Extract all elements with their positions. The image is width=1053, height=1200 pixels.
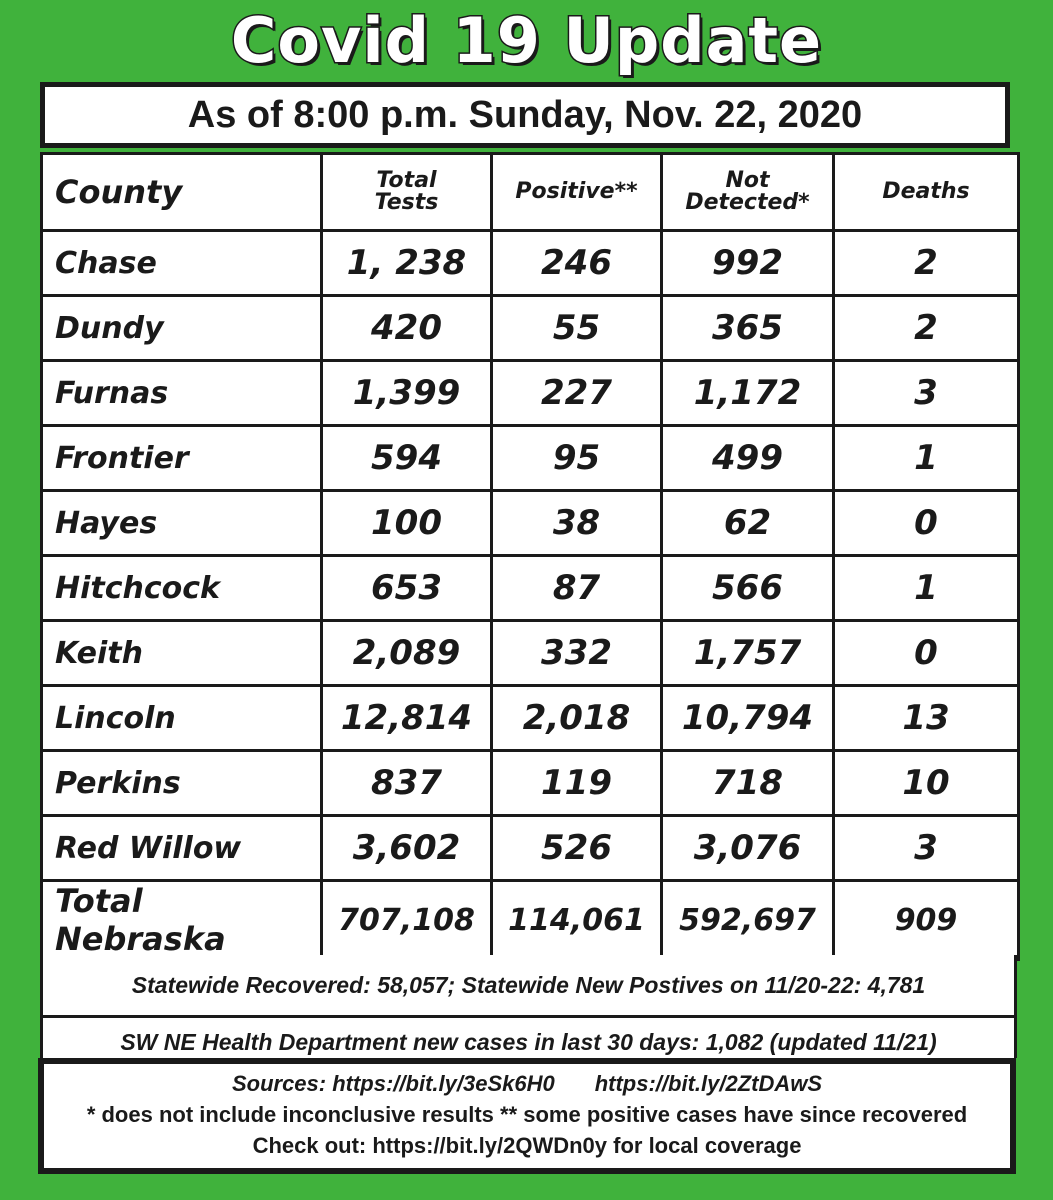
table-row: Perkins 837 119 718 10 [40, 749, 1020, 817]
table-row: Furnas 1,399 227 1,172 3 [40, 359, 1020, 427]
table-row: Hitchcock 653 87 566 1 [40, 554, 1020, 622]
cell-deaths: 2 [832, 229, 1020, 297]
header-line: Detected* [685, 190, 810, 215]
header-total-tests: Total Tests [320, 152, 493, 232]
cell-positive: 55 [490, 294, 663, 362]
cell-positive: 246 [490, 229, 663, 297]
sources-line: Sources: https://bit.ly/3eSk6H0 https://b… [44, 1068, 1010, 1099]
cell-positive: 95 [490, 424, 663, 492]
cell-county: Keith [40, 619, 323, 687]
cell-not-detected: 3,076 [660, 814, 835, 882]
cell-total-tests: 1,399 [320, 359, 493, 427]
cell-county: Hitchcock [40, 554, 323, 622]
cell-not-detected: 992 [660, 229, 835, 297]
header-not-detected: Not Detected* [660, 152, 835, 232]
cell-deaths: 1 [832, 424, 1020, 492]
cell-deaths: 3 [832, 359, 1020, 427]
table-row: Red Willow 3,602 526 3,076 3 [40, 814, 1020, 882]
table-row: Chase 1, 238 246 992 2 [40, 229, 1020, 297]
cell-total-tests: 653 [320, 554, 493, 622]
cell-total-tests: 594 [320, 424, 493, 492]
cell-total-tests: 1, 238 [320, 229, 493, 297]
source-link-2[interactable]: https://bit.ly/2ZtDAwS [594, 1071, 823, 1096]
health-dept-note: SW NE Health Department new cases in las… [40, 1018, 1017, 1058]
source-link-1[interactable]: Sources: https://bit.ly/3eSk6H0 [231, 1071, 555, 1096]
cell-total-tests: 420 [320, 294, 493, 362]
cell-not-detected: 10,794 [660, 684, 835, 752]
as-of-date: As of 8:00 p.m. Sunday, Nov. 22, 2020 [40, 82, 1010, 148]
table-row: Hayes 100 38 62 0 [40, 489, 1020, 557]
cell-total-tests: 12,814 [320, 684, 493, 752]
cell-not-detected: 566 [660, 554, 835, 622]
cell-county: Lincoln [40, 684, 323, 752]
cell-deaths: 3 [832, 814, 1020, 882]
cell-county: Perkins [40, 749, 323, 817]
header-deaths: Deaths [832, 152, 1020, 232]
cell-not-detected: 718 [660, 749, 835, 817]
header-positive: Positive** [490, 152, 663, 232]
cell-not-detected: 499 [660, 424, 835, 492]
cell-total-tests: 2,089 [320, 619, 493, 687]
cell-county: Furnas [40, 359, 323, 427]
cell-county: Total Nebraska [40, 879, 323, 961]
header-line: Tests [374, 190, 439, 215]
cell-positive: 114,061 [490, 879, 663, 961]
cell-county: Dundy [40, 294, 323, 362]
header-line: Not [725, 168, 770, 193]
cell-county: Frontier [40, 424, 323, 492]
footnote: * does not include inconclusive results … [86, 1102, 968, 1127]
header-county: County [40, 152, 323, 232]
cell-positive: 227 [490, 359, 663, 427]
cell-county: Hayes [40, 489, 323, 557]
table-row: Dundy 420 55 365 2 [40, 294, 1020, 362]
cell-not-detected: 62 [660, 489, 835, 557]
cell-total-tests: 100 [320, 489, 493, 557]
cell-not-detected: 365 [660, 294, 835, 362]
cell-not-detected: 1,757 [660, 619, 835, 687]
cell-county: Red Willow [40, 814, 323, 882]
cell-deaths: 1 [832, 554, 1020, 622]
total-row: Total Nebraska 707,108 114,061 592,697 909 [40, 879, 1020, 961]
cell-deaths: 2 [832, 294, 1020, 362]
statewide-note: Statewide Recovered: 58,057; Statewide N… [40, 955, 1017, 1018]
cell-positive: 526 [490, 814, 663, 882]
covid-table: County Total Tests Positive** Not Detected… [40, 152, 1020, 961]
table-row: Frontier 594 95 499 1 [40, 424, 1020, 492]
cell-positive: 119 [490, 749, 663, 817]
cell-total-tests: 707,108 [320, 879, 493, 961]
cell-county: Chase [40, 229, 323, 297]
cell-total-tests: 837 [320, 749, 493, 817]
table-row: Keith 2,089 332 1,757 0 [40, 619, 1020, 687]
cell-total-tests: 3,602 [320, 814, 493, 882]
cell-deaths: 13 [832, 684, 1020, 752]
check-out-link[interactable]: Check out: https://bit.ly/2QWDn0y for lo… [252, 1133, 802, 1158]
cell-not-detected: 592,697 [660, 879, 835, 961]
cell-deaths: 10 [832, 749, 1020, 817]
cell-deaths: 909 [832, 879, 1020, 961]
header-line: Total [376, 168, 437, 193]
header-row: County Total Tests Positive** Not Detected… [40, 152, 1020, 232]
cell-not-detected: 1,172 [660, 359, 835, 427]
page-title: Covid 19 Update [229, 3, 823, 79]
table-row: Lincoln 12,814 2,018 10,794 13 [40, 684, 1020, 752]
cell-deaths: 0 [832, 619, 1020, 687]
sources-box: Sources: https://bit.ly/3eSk6H0 https://b… [38, 1058, 1016, 1174]
cell-deaths: 0 [832, 489, 1020, 557]
cell-positive: 38 [490, 489, 663, 557]
cell-positive: 332 [490, 619, 663, 687]
cell-positive: 2,018 [490, 684, 663, 752]
cell-positive: 87 [490, 554, 663, 622]
